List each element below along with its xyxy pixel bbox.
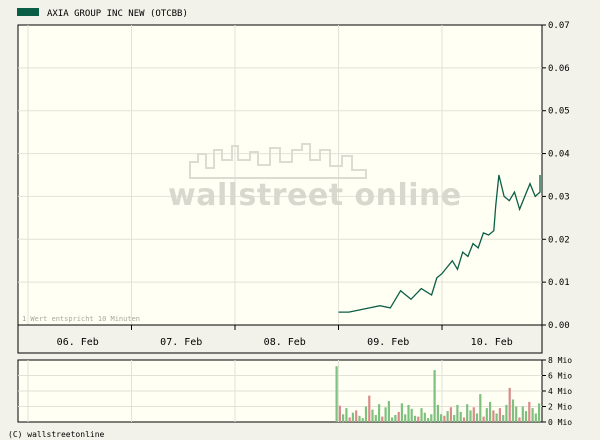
price-y-tick-label: 0.01 [548,278,570,288]
volume-bar [430,414,433,423]
volume-bar [348,417,351,422]
resolution-note: 1 Wert entspricht 10 Minuten [22,315,140,323]
volume-bar [420,408,423,422]
volume-bar [423,412,426,422]
volume-bar [433,370,436,422]
volume-bar [462,417,466,422]
volume-bar [436,404,439,422]
price-y-tick-label: 0.00 [548,321,570,331]
volume-bar [335,366,338,422]
volume-y-tick-label: 0 Mio [548,418,572,427]
x-tick-label: 10. Feb [471,337,513,348]
copyright-footer: (C) wallstreetonline [8,430,105,439]
x-tick-label: 09. Feb [367,337,409,348]
volume-bar [449,407,452,422]
volume-bar [351,412,354,422]
volume-bar [479,394,482,422]
volume-grid [18,360,542,422]
volume-bar [417,416,420,422]
volume-bar [358,415,361,422]
watermark: wallstreet online [168,143,462,213]
volume-bar [368,395,371,422]
price-y-tick-label: 0.03 [548,192,570,202]
volume-bars [335,366,541,423]
volume-bar [524,411,528,422]
volume-bar [355,410,358,422]
volume-bar [446,411,449,422]
volume-bar [515,406,518,422]
volume-bar [345,408,348,422]
price-grid [18,25,542,325]
volume-y-tick-label: 8 Mio [548,356,572,365]
watermark-text: wallstreet online [168,178,462,213]
volume-bar [378,404,381,422]
volume-bar [394,415,397,422]
volume-bar [466,404,469,422]
volume-bar [472,407,475,422]
volume-bar [534,413,537,422]
volume-bar [521,406,524,422]
volume-y-axis: 0 Mio 2 Mio 4 Mio 6 Mio 8 Mio [542,356,572,427]
price-y-tick-label: 0.06 [548,64,570,74]
x-tick-label: 06. Feb [57,337,99,348]
price-plot-area [17,24,543,326]
volume-bar [498,408,501,422]
volume-bar [485,408,488,422]
volume-bar [413,415,417,422]
volume-bar [459,411,462,422]
volume-bar [407,404,410,422]
watermark-skyline [189,143,367,179]
volume-bar [440,414,443,423]
volume-bar [505,404,508,422]
volume-bar [518,417,521,422]
volume-bar [397,411,400,422]
volume-bar [531,408,534,422]
price-y-tick-label: 0.05 [548,107,570,117]
volume-bar [453,415,456,422]
volume-bar [495,413,498,422]
volume-bar [475,413,479,422]
volume-bar [528,401,531,422]
price-y-axis: 0.00 0.01 0.02 0.03 0.04 0.05 0.06 0.07 [542,21,570,331]
x-axis-band [17,324,543,354]
volume-bar [338,405,341,422]
volume-bar [374,415,377,422]
legend-swatch [17,8,39,16]
volume-bar [404,414,407,423]
volume-bar [469,410,472,422]
x-axis: 06. Feb 07. Feb 08. Feb 09. Feb 10. Feb [57,325,513,348]
volume-bar [538,403,541,422]
volume-bar [400,403,403,422]
x-tick-label: 07. Feb [160,337,202,348]
price-y-tick-label: 0.02 [548,235,570,245]
volume-bar [361,418,364,422]
volume-bar [427,418,430,422]
volume-bar [364,406,368,422]
volume-bar [492,410,495,422]
volume-y-tick-label: 4 Mio [548,387,572,396]
legend-label: AXIA GROUP INC NEW (OTCBB) [47,9,188,19]
volume-bar [482,416,485,422]
volume-bar [456,404,459,422]
volume-bar [391,417,394,422]
price-y-tick-label: 0.07 [548,21,570,31]
volume-bar [387,401,390,422]
volume-bar [489,401,492,422]
price-line-layer [338,174,541,313]
volume-bar [410,408,413,422]
volume-y-tick-label: 6 Mio [548,372,572,381]
price-y-tick-label: 0.04 [548,150,570,160]
volume-bar [342,414,345,423]
volume-bar [371,409,374,422]
x-tick-label: 08. Feb [264,337,306,348]
volume-bar [384,407,387,422]
volume-bar [502,415,505,422]
volume-bar [381,416,384,422]
volume-y-tick-label: 2 Mio [548,403,572,412]
price-line [338,174,541,313]
volume-bar [511,399,515,422]
volume-bar [508,387,511,422]
volume-bar [443,415,446,422]
